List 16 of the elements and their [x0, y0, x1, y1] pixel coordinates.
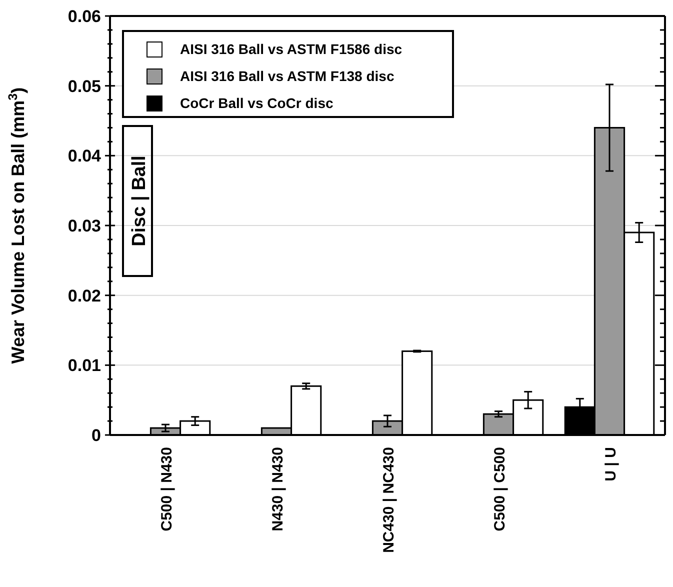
legend-label: AISI 316 Ball vs ASTM F138 disc	[180, 68, 394, 84]
legend-label: CoCr Ball vs CoCr disc	[180, 94, 334, 111]
x-tick-label: NC430 | NC430	[380, 447, 398, 553]
y-tick-label: 0.06	[68, 6, 101, 26]
y-tick-label: 0.02	[68, 286, 101, 306]
legend-label: AISI 316 Ball vs ASTM F1586 disc	[180, 40, 402, 57]
y-tick-label: 0.05	[68, 76, 101, 96]
x-tick-label: U | U	[602, 447, 620, 482]
y-tick-label: 0.01	[68, 356, 101, 376]
annotation: Disc | Ball	[129, 156, 150, 246]
y-tick-label: 0.03	[68, 216, 101, 236]
x-tick-label: N430 | N430	[270, 447, 286, 532]
y-tick-label: 0.04	[68, 146, 102, 166]
x-tick-label: C500 | N430	[158, 447, 176, 532]
x-tick-label: C500 | C500	[492, 447, 508, 532]
y-tick-label: 0	[92, 426, 101, 445]
